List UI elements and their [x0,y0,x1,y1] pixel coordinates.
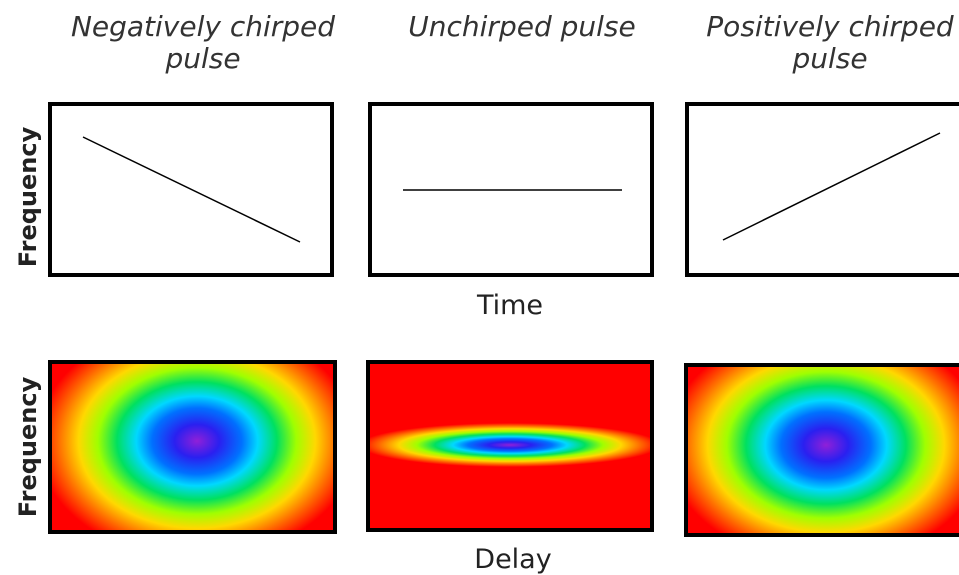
plot-frame [366,360,654,532]
column-title: pulse [164,42,240,75]
trace-map [686,365,959,535]
map-spot [50,362,335,532]
plot-frame [48,102,334,277]
trace-map [368,362,652,530]
column-title: Positively chirped [706,10,954,43]
x-axis-label: Delay [474,544,551,575]
plot-frame [685,102,959,277]
column-title: pulse [791,42,867,75]
column-title: Negatively chirped [71,10,335,43]
plot-frame [684,363,959,537]
chirp-line [722,132,941,241]
chirp-line [82,136,301,243]
plot-frame [368,102,654,277]
x-axis-label: Time [476,290,543,321]
y-axis-label: Frequency [14,126,42,267]
map-spot [368,423,652,467]
plot-frame [48,360,337,534]
column-title: Unchirped pulse [408,10,635,43]
y-axis-label: Frequency [14,376,42,517]
trace-map [50,362,335,532]
map-spot [686,365,959,535]
